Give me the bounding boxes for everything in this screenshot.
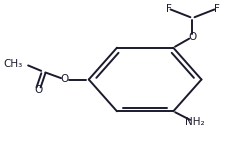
Text: F: F (213, 4, 219, 14)
Text: CH₃: CH₃ (4, 59, 23, 69)
Text: NH₂: NH₂ (185, 117, 205, 127)
Text: F: F (166, 4, 171, 14)
Text: O: O (34, 85, 43, 95)
Text: O: O (188, 32, 197, 42)
Text: O: O (61, 75, 69, 84)
